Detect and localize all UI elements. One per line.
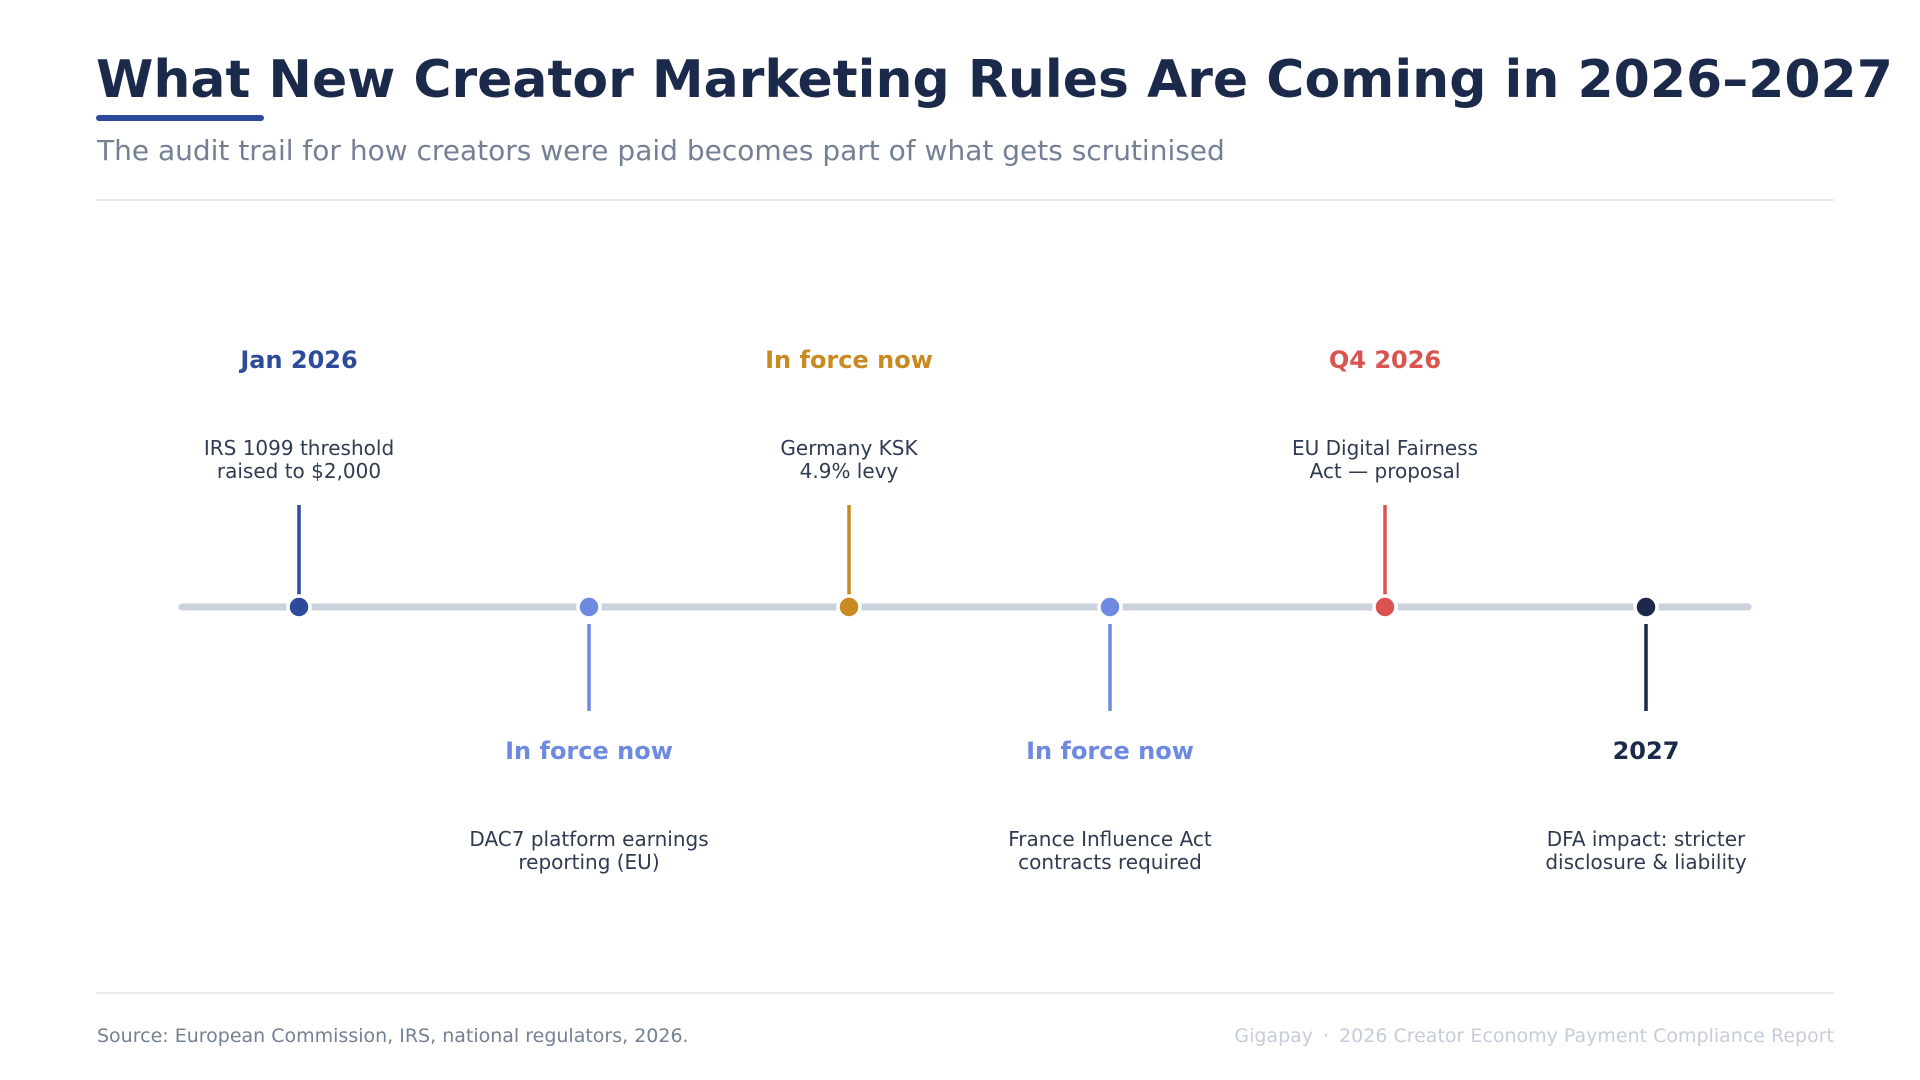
timeline-event: In force now DAC7 platform earningsreport… [469, 594, 709, 874]
event-description-line: DFA impact: stricter [1547, 827, 1746, 851]
event-description-line: 4.9% levy [800, 459, 899, 483]
event-marker [1097, 594, 1123, 620]
event-marker [836, 594, 862, 620]
brand-name: Gigapay [1234, 1025, 1314, 1047]
event-date: In force now [505, 737, 673, 765]
event-description-line: contracts required [1018, 850, 1202, 874]
credit-separator: · [1323, 1025, 1330, 1047]
event-description-line: DAC7 platform earnings [469, 827, 708, 851]
page-title: What New Creator Marketing Rules Are Com… [96, 50, 1893, 110]
event-date: In force now [765, 346, 933, 374]
event-date: Jan 2026 [238, 346, 357, 374]
event-date: In force now [1026, 737, 1194, 765]
event-description-line: France Influence Act [1008, 827, 1212, 851]
event-description-line: raised to $2,000 [217, 459, 381, 483]
timeline-event: In force now France Influence Actcontract… [1008, 594, 1212, 874]
event-marker [1372, 594, 1398, 620]
event-description-line: EU Digital Fairness [1292, 436, 1478, 460]
event-date: Q4 2026 [1329, 346, 1441, 374]
report-credit: Gigapay · 2026 Creator Economy Payment Com… [1234, 1025, 1834, 1047]
event-description-line: Germany KSK [780, 436, 918, 460]
event-description-line: IRS 1099 threshold [204, 436, 394, 460]
event-marker [576, 594, 602, 620]
title-underline [96, 115, 264, 121]
event-description-line: disclosure & liability [1545, 850, 1747, 874]
event-date: 2027 [1613, 737, 1680, 765]
report-name: 2026 Creator Economy Payment Compliance … [1339, 1025, 1834, 1047]
event-description-line: Act — proposal [1310, 459, 1461, 483]
source-note: Source: European Commission, IRS, nation… [97, 1025, 689, 1047]
header-divider [96, 199, 1834, 201]
page-subtitle: The audit trail for how creators were pa… [97, 134, 1225, 167]
event-marker [286, 594, 312, 620]
event-description-line: reporting (EU) [518, 850, 659, 874]
event-marker [1633, 594, 1659, 620]
footer-divider [96, 992, 1834, 994]
